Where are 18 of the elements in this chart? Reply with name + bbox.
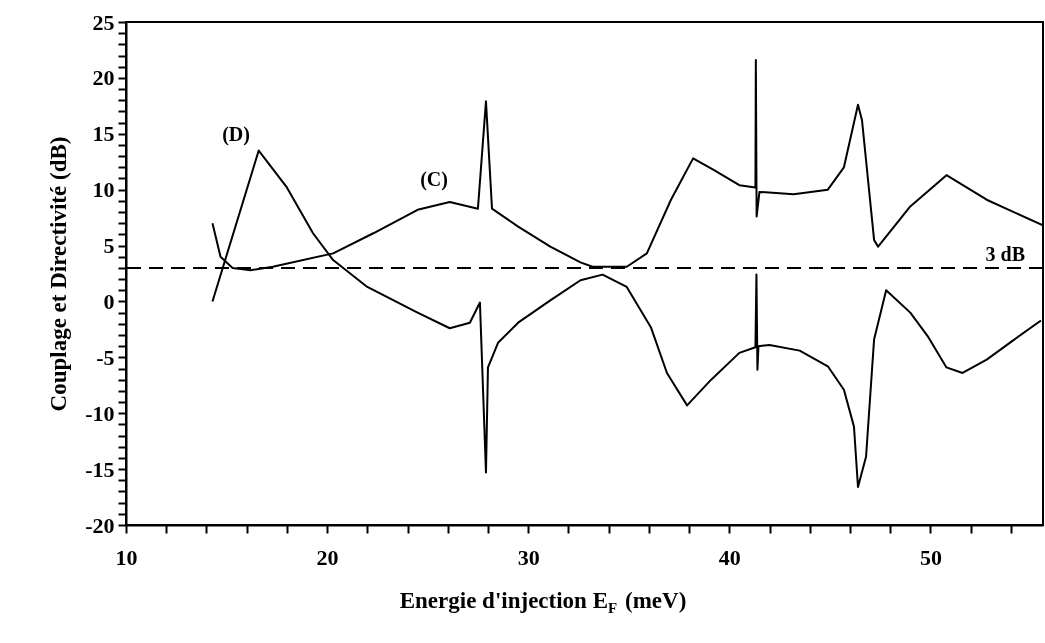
y-tick-label: 20 xyxy=(92,65,115,91)
y-tick-label: -5 xyxy=(96,344,115,370)
x-tick-label: 40 xyxy=(718,544,741,570)
x-tick-label: 50 xyxy=(919,544,942,570)
annotation: (D) xyxy=(222,123,250,146)
x-tick-label: 20 xyxy=(316,544,339,570)
y-tick-label: -20 xyxy=(85,512,115,538)
ref-line-label: 3 dB xyxy=(985,242,1025,265)
y-tick-label: 15 xyxy=(92,121,115,147)
x-tick-label: 30 xyxy=(517,544,540,570)
annotation: (C) xyxy=(420,168,448,191)
y-tick-label: -15 xyxy=(85,456,115,482)
y-tick-label: 25 xyxy=(92,9,115,35)
y-tick-label: 0 xyxy=(103,288,115,314)
y-axis-title: Couplage et Directivité (dB) xyxy=(46,136,72,412)
y-tick-label: 5 xyxy=(103,233,115,259)
y-tick-label: -10 xyxy=(85,400,115,426)
y-tick-label: 10 xyxy=(92,177,115,203)
